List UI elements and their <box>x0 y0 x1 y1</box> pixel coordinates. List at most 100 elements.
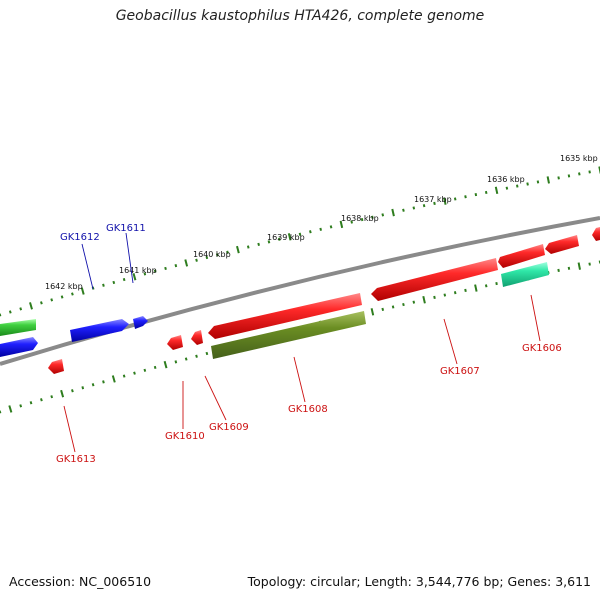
inner-scale-tick <box>153 365 157 370</box>
gene-gk1606[interactable] <box>498 244 545 268</box>
outer-scale-tick <box>215 253 219 257</box>
gene-blue-left[interactable] <box>0 337 38 357</box>
inner-scale-tick <box>19 404 23 408</box>
outer-scale-tick <box>536 180 540 184</box>
gene-red-right-a[interactable] <box>545 235 579 254</box>
gene-gk1609[interactable] <box>191 330 203 345</box>
outer-scale-tick <box>132 273 137 281</box>
inner-scale-tick <box>60 389 65 398</box>
outer-scale-tick <box>360 217 364 222</box>
scale-label-1636: 1636 kbp <box>487 175 525 184</box>
outer-scale-tick <box>464 195 467 199</box>
outer-scale-tick <box>71 292 74 296</box>
inner-scale-tick <box>453 291 457 295</box>
gene-olive[interactable] <box>211 311 366 359</box>
inner-scale-tick <box>111 375 116 383</box>
outer-scale-tick <box>494 186 499 195</box>
inner-scale-tick <box>464 288 467 293</box>
outer-scale-tick <box>484 190 488 195</box>
outer-scale-tick <box>174 264 178 268</box>
outer-scale-tick <box>236 245 240 254</box>
gene-teal[interactable] <box>501 262 549 287</box>
leader-gk1609 <box>204 375 227 421</box>
leader-gk1611 <box>125 232 134 284</box>
outer-scale-tick <box>60 295 64 299</box>
outer-scale-tick <box>257 242 260 247</box>
outer-scale-tick <box>350 220 353 224</box>
inner-scale-tick <box>567 266 571 270</box>
outer-scale-tick <box>184 259 189 267</box>
inner-scale-tick <box>474 284 478 292</box>
leader-gk1608 <box>293 356 306 403</box>
outer-scale-tick <box>319 227 322 231</box>
accession-text: Accession: NC_006510 <box>9 574 152 589</box>
inner-scale-tick <box>143 368 147 372</box>
outer-scale-tick <box>287 233 292 241</box>
outer-scale-tick <box>226 250 229 254</box>
inner-scale-tick <box>184 357 188 361</box>
gene-green-left[interactable] <box>0 319 36 336</box>
scale-label-1642: 1642 kbp <box>45 282 83 291</box>
outer-scale-tick <box>433 201 436 206</box>
inner-scale-tick <box>422 295 426 304</box>
outer-scale-tick <box>422 204 426 208</box>
genome-summary-text: Topology: circular; Length: 3,544,776 bp… <box>247 574 591 589</box>
inner-scale-tick <box>402 302 405 307</box>
leader-gk1606 <box>530 294 541 342</box>
inner-scale-tick <box>205 351 209 356</box>
outer-scale-tick <box>278 237 281 241</box>
inner-scale-tick <box>133 371 136 375</box>
inner-scale-tick <box>391 305 395 309</box>
gene-label-gk1607[interactable]: GK1607 <box>440 366 480 377</box>
gene-gk1611[interactable] <box>133 316 148 329</box>
inner-scale-tick <box>588 262 591 266</box>
leader-gk1612 <box>81 243 94 290</box>
outer-scale-tick <box>80 287 85 295</box>
outer-scale-tick <box>546 176 550 184</box>
outer-scale-tick <box>298 232 302 236</box>
gene-gk1612[interactable] <box>70 319 129 342</box>
scale-label-1638: 1638 kbp <box>341 214 379 223</box>
gene-label-gk1606[interactable]: GK1606 <box>522 343 562 354</box>
outer-scale-tick <box>309 230 312 234</box>
outer-scale-tick <box>50 298 54 302</box>
gene-red-right-b[interactable] <box>592 227 600 241</box>
outer-scale-tick <box>453 197 457 201</box>
gene-gk1610[interactable] <box>167 335 183 350</box>
gene-labels: GK1613 GK1612 GK1611 GK1610 GK1609 GK160… <box>56 223 562 465</box>
inner-scale-tick <box>102 380 105 384</box>
gene-label-gk1609[interactable]: GK1609 <box>209 422 249 433</box>
inner-scale-tick <box>50 395 54 399</box>
gene-gk1608[interactable] <box>208 293 362 339</box>
outer-scale-tick <box>246 245 250 249</box>
inner-scale-tick <box>71 389 74 393</box>
gene-gk1613[interactable] <box>48 359 64 374</box>
outer-scale-tick <box>567 174 571 178</box>
map-title: Geobacillus kaustophilus HTA426, complet… <box>115 8 485 24</box>
outer-scale-tick <box>143 272 147 276</box>
gene-label-gk1613[interactable]: GK1613 <box>56 454 96 465</box>
gene-gk1607[interactable] <box>371 258 498 301</box>
gene-label-gk1608[interactable]: GK1608 <box>288 404 328 415</box>
outer-scale-tick <box>402 208 405 212</box>
outer-scale-tick <box>112 280 116 285</box>
inner-scale-tick <box>8 405 13 413</box>
outer-scale-tick <box>267 240 271 244</box>
outer-scale-tick <box>371 215 374 219</box>
outer-scale-tick <box>443 197 447 205</box>
label-leaders <box>63 232 541 453</box>
outer-scale-tick <box>557 176 560 180</box>
outer-scale-tick <box>578 172 581 176</box>
forward-strand-genes <box>0 227 600 342</box>
gene-label-gk1612[interactable]: GK1612 <box>60 232 100 243</box>
scale-label-1639: 1639 kbp <box>267 233 305 242</box>
gene-label-gk1610[interactable]: GK1610 <box>165 431 205 442</box>
outer-scale-tick <box>516 184 519 188</box>
inner-scale-tick <box>29 401 33 405</box>
gene-label-gk1611[interactable]: GK1611 <box>106 223 146 234</box>
outer-scale-tick <box>526 182 529 186</box>
inner-scale-tick <box>122 374 126 378</box>
scale-label-1641: 1641 kbp <box>119 266 157 275</box>
inner-scale-tick <box>370 308 375 316</box>
outer-scale-tick <box>588 170 591 174</box>
